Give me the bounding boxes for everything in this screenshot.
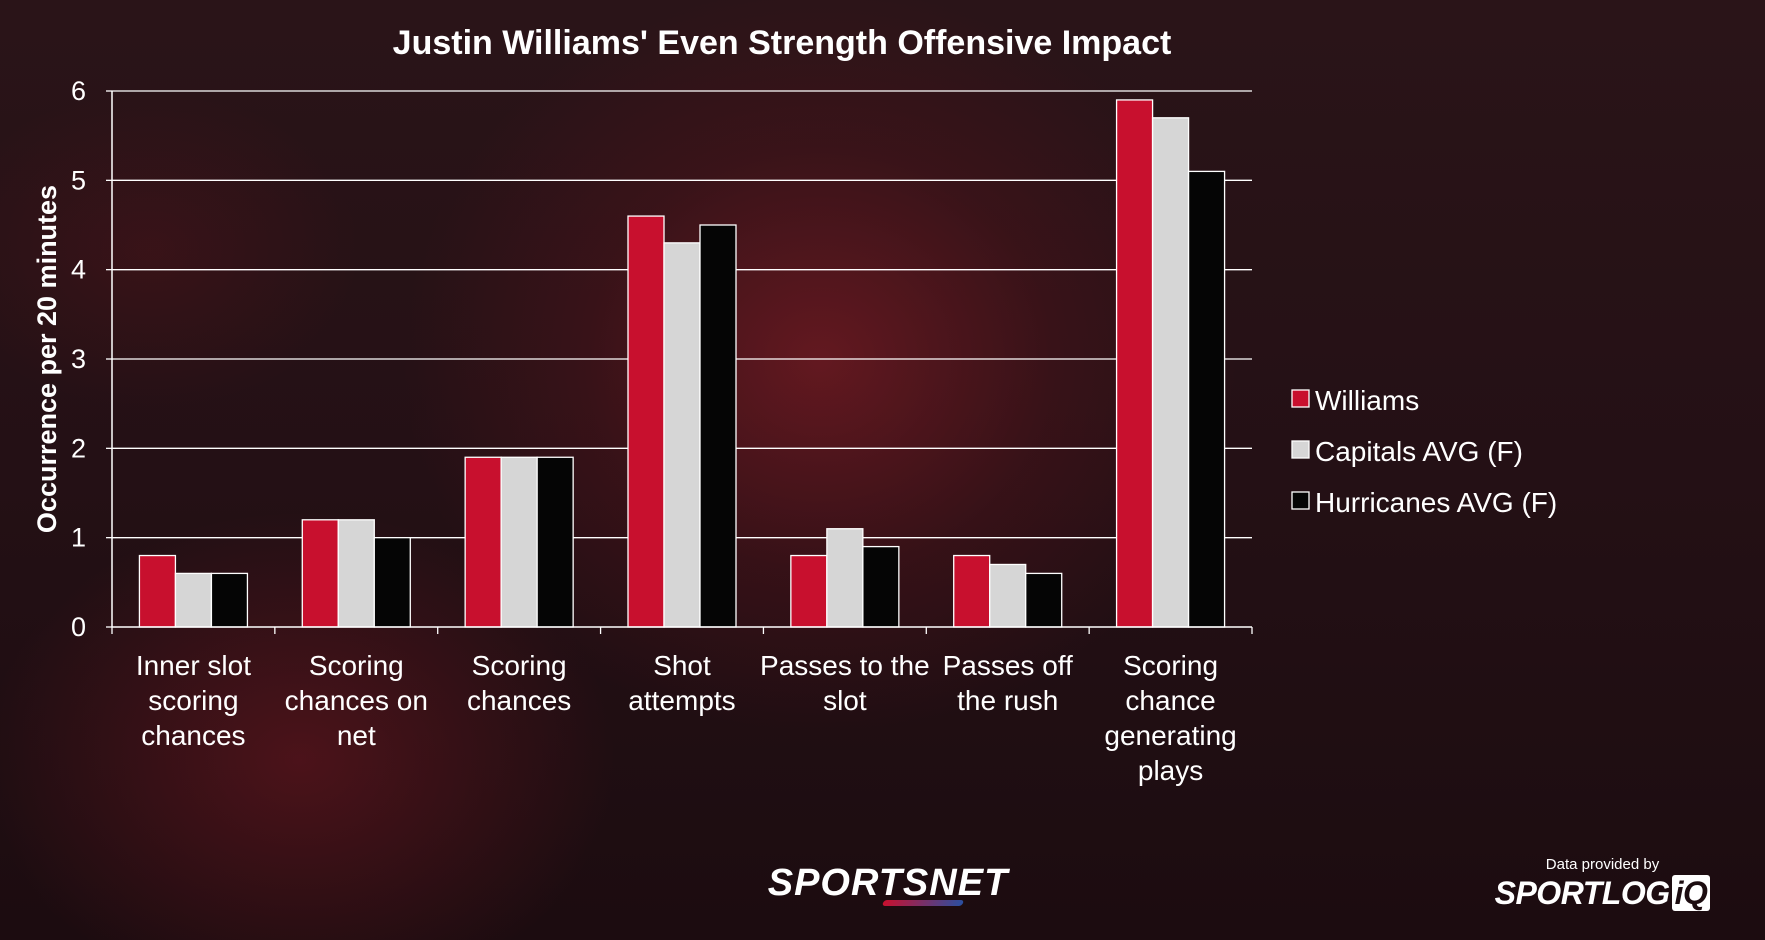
y-tick-label: 5: [71, 165, 86, 195]
x-tick-label-line: Inner slot: [136, 650, 251, 681]
y-tick-label: 3: [71, 344, 86, 374]
bar: [953, 554, 991, 628]
x-tick-label-line: Passes to the: [760, 650, 930, 681]
logo-part-sports: SPORTS: [767, 862, 930, 904]
legend: Williams Capitals AVG (F) Hurricanes AVG (…: [1291, 385, 1557, 518]
bar: [373, 537, 411, 628]
bar: [663, 242, 701, 628]
x-tick-label-line: Shot: [653, 650, 711, 681]
bar: [210, 572, 249, 628]
x-tick-label-line: slot: [823, 685, 867, 716]
bar: [790, 554, 828, 628]
bars: [138, 99, 1226, 628]
bar: [1151, 117, 1190, 628]
data-credit-label: Data provided by: [1545, 856, 1660, 873]
x-tick-label-line: chances: [141, 720, 245, 751]
bar: [1187, 170, 1226, 628]
x-tick-label: Shot attempts: [628, 650, 735, 716]
legend-swatch: [1291, 491, 1310, 510]
sportlogiq-logo: SPORTLOG iQ: [1480, 875, 1725, 912]
bar: [536, 456, 574, 628]
x-tick-label-line: Scoring: [309, 650, 404, 681]
data-credit: Data provided by SPORTLOG iQ: [1480, 856, 1725, 912]
x-tick-label-line: chance: [1125, 685, 1215, 716]
y-tick-label: 1: [71, 523, 86, 553]
x-tick-label-line: the rush: [957, 685, 1058, 716]
sportlogiq-iq: iQ: [1671, 875, 1711, 911]
x-tick-label-line: net: [337, 720, 376, 751]
x-tick-label-line: Passes off: [943, 650, 1073, 681]
y-tick-label: 0: [71, 612, 86, 642]
sportsnet-logo: SPORTSNET: [733, 862, 1043, 906]
x-tick-label-line: Scoring: [472, 650, 567, 681]
bar: [174, 572, 213, 628]
sportlogiq-brand: SPORTLOG: [1494, 875, 1670, 911]
x-tick-label-line: attempts: [628, 685, 735, 716]
bar: [627, 215, 665, 628]
x-tick-label: Passes to the slot: [760, 650, 930, 716]
y-tick-label: 6: [71, 76, 86, 106]
x-tick-label-line: generating: [1104, 720, 1236, 751]
bar: [862, 545, 900, 628]
bar: [826, 528, 864, 628]
x-tick-label: Passes off the rush: [943, 650, 1073, 716]
bar: [1025, 572, 1063, 628]
bar: [1115, 99, 1154, 628]
bar: [464, 456, 502, 628]
y-tick-label: 2: [71, 433, 86, 463]
legend-swatch: [1291, 389, 1310, 408]
x-tick-label-line: chances: [467, 685, 571, 716]
x-tick-label: Scoring chance generating plays: [1104, 650, 1236, 786]
legend-label: Hurricanes AVG (F): [1315, 487, 1557, 518]
bar: [699, 224, 737, 628]
y-axis-label: Occurrence per 20 minutes: [32, 185, 62, 533]
bar: [337, 519, 375, 628]
logo-part-net: NET: [929, 862, 1009, 904]
axes: 0 1 2 3 4 5 6 Inner slot scoring chances Scoring ch…: [71, 76, 1253, 786]
bar: [500, 456, 538, 628]
x-tick-label-line: plays: [1138, 755, 1203, 786]
bar: [989, 563, 1027, 628]
legend-label: Capitals AVG (F): [1315, 436, 1523, 467]
logo-swoosh: [881, 900, 965, 906]
x-tick-label: Inner slot scoring chances: [136, 650, 251, 751]
legend-label: Williams: [1315, 385, 1419, 416]
x-tick-label: Scoring chances on net: [285, 650, 428, 751]
x-tick-label: Scoring chances: [467, 650, 571, 716]
bar: [138, 554, 177, 628]
x-tick-label-line: chances on: [285, 685, 428, 716]
chart-title: Justin Williams' Even Strength Offensive…: [393, 24, 1172, 62]
legend-swatch: [1291, 440, 1310, 459]
y-tick-label: 4: [71, 255, 86, 285]
x-tick-label-line: Scoring: [1123, 650, 1218, 681]
bar: [301, 519, 339, 628]
x-tick-label-line: scoring: [148, 685, 238, 716]
